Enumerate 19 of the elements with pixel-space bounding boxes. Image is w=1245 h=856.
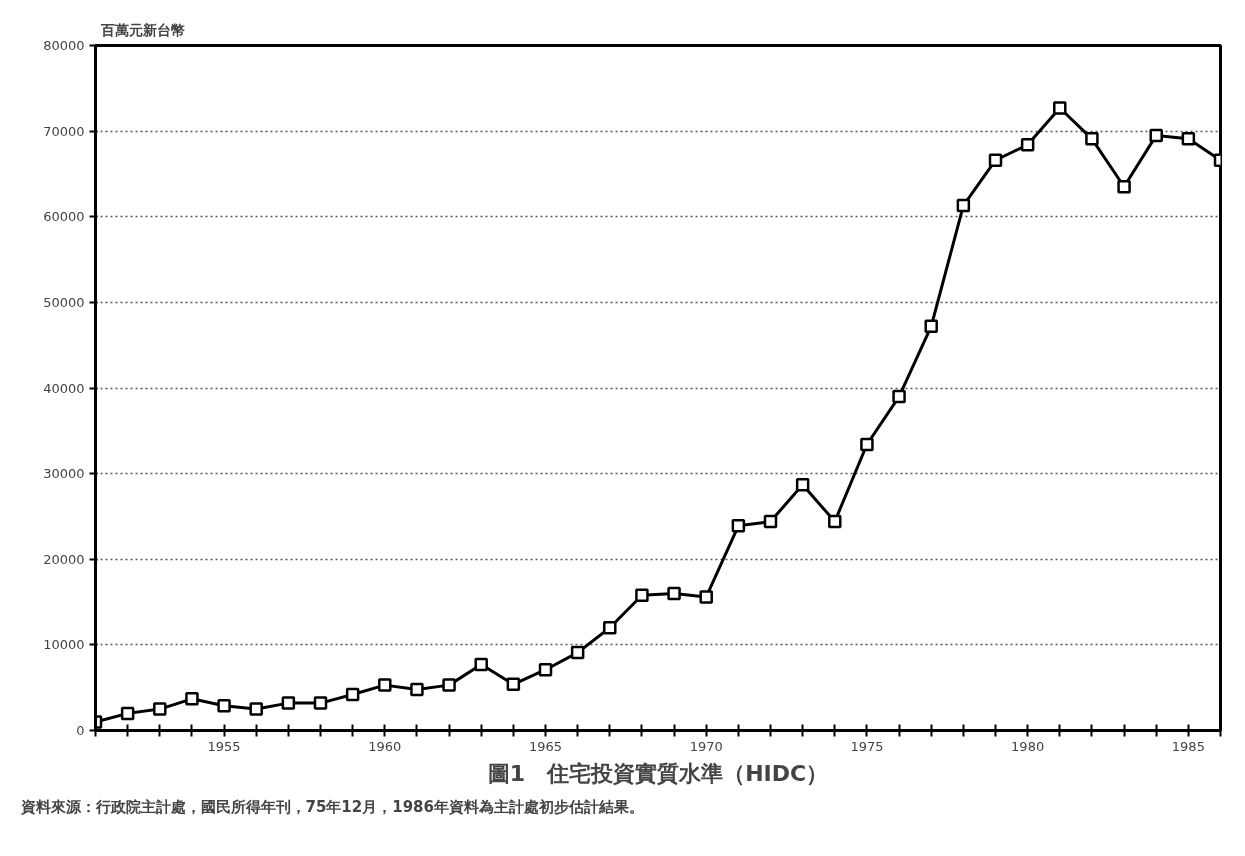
x-tick-label: 1955 [207,738,241,754]
source-note: 資料來源：行政院主計處，國民所得年刊，75年12月，1986年資料為主計處初步估計結果。 [19,797,644,816]
y-tick-label: 30000 [43,466,85,482]
y-tick-label: 0 [76,723,85,738]
y-axis-title: 百萬元新台幣 [99,21,185,38]
x-tick-label: 1960 [368,738,402,754]
y-tick-label: 60000 [43,209,85,225]
y-tick-label: 80000 [43,38,85,53]
y-tick-label: 10000 [43,637,85,653]
x-tick-label: 1985 [1171,738,1205,754]
x-tick-label: 1970 [689,738,723,754]
x-tick-label: 1975 [850,738,884,754]
x-tick-label: 1965 [528,738,563,754]
y-tick-label: 70000 [43,123,85,139]
y-tick-label: 40000 [43,380,85,396]
x-tick-label: 1980 [1011,738,1045,754]
y-tick-label: 50000 [43,294,85,310]
text: 圖1 住宅投資實質水準（HIDC） [487,760,829,786]
y-tick-label: 20000 [43,551,85,567]
